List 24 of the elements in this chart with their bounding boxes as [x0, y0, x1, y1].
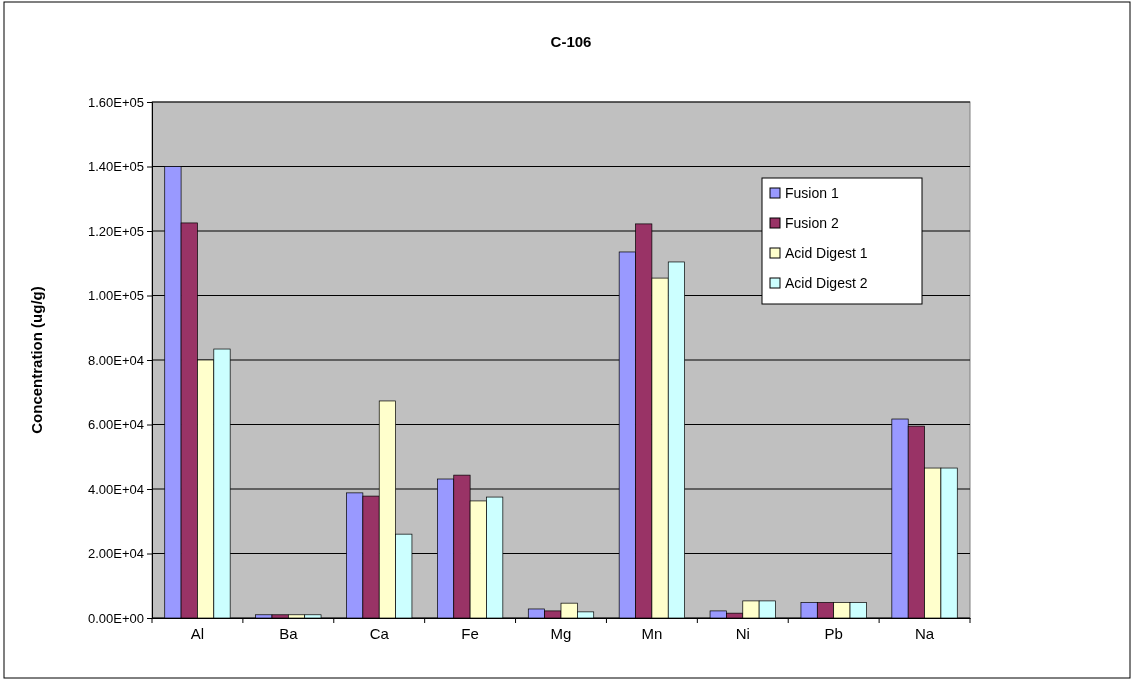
- legend-label: Acid Digest 2: [785, 275, 868, 291]
- chart-title: C-106: [550, 33, 592, 50]
- y-tick-label: 1.60E+05: [87, 94, 144, 110]
- x-tick-label: Mn: [641, 625, 663, 642]
- x-tick-label: Pb: [824, 625, 843, 642]
- x-tick-label: Ca: [369, 625, 390, 642]
- legend-label: Fusion 2: [785, 215, 839, 231]
- x-tick-label: Fe: [461, 625, 479, 642]
- x-tick-label: Ni: [735, 625, 750, 642]
- x-tick-label: Mg: [550, 625, 572, 642]
- y-tick-label: 2.00E+04: [87, 546, 144, 562]
- y-tick-label: 1.00E+05: [87, 288, 144, 304]
- y-tick-label: 8.00E+04: [87, 352, 144, 368]
- legend-label: Acid Digest 1: [785, 245, 868, 261]
- y-tick-label: 6.00E+04: [87, 417, 144, 433]
- y-tick-label: 0.00E+00: [87, 610, 144, 626]
- x-tick-label: Na: [914, 625, 935, 642]
- x-tick-label: Ba: [279, 625, 299, 642]
- y-tick-label: 4.00E+04: [87, 481, 144, 497]
- legend-label: Fusion 1: [785, 185, 839, 201]
- y-tick-label: 1.40E+05: [87, 159, 144, 175]
- y-tick-label: 1.20E+05: [87, 223, 144, 239]
- y-axis-title: Concentration (ug/g): [28, 286, 45, 434]
- x-tick-label: Al: [190, 625, 205, 642]
